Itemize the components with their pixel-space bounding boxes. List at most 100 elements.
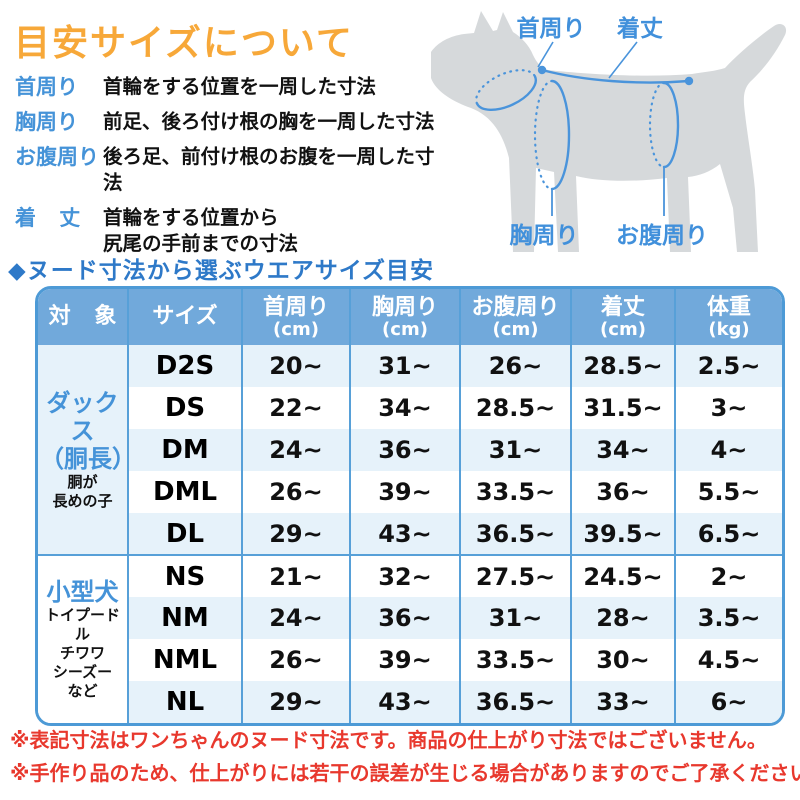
header-cell-chest: 胸周り (cm)	[349, 289, 460, 345]
definition-row: 胸周り 前足、後ろ付け根の胸を一周した寸法	[15, 109, 435, 135]
chest-ellipse	[533, 79, 571, 191]
belly-cell: 28.5~	[459, 387, 571, 429]
length-cell: 28.5~	[570, 345, 675, 387]
measurement-definitions: 首周り 首輪をする位置を一周した寸法 胸周り 前足、後ろ付け根の胸を一周した寸法…	[15, 74, 435, 266]
belly-ellipse	[648, 81, 680, 169]
weight-cell: 5.5~	[674, 471, 782, 513]
footer-notes: ※表記寸法はワンちゃんのヌード寸法です。商品の仕上がり寸法ではございません。 ※…	[10, 727, 800, 793]
section-title: ◆ヌード寸法から選ぶウエアサイズ目安	[8, 258, 434, 284]
definition-desc-length: 首輪をする位置から 尻尾の手前までの寸法	[103, 206, 299, 255]
table-row: DM 24~ 36~ 31~ 34~ 4~	[38, 429, 782, 471]
neck-cell: 24~	[241, 597, 350, 639]
definition-term-neck: 首周り	[15, 75, 78, 99]
chest-cell: 39~	[349, 471, 460, 513]
length-cell: 34~	[570, 429, 675, 471]
weight-cell: 6~	[674, 681, 782, 723]
neck-cell: 29~	[241, 513, 350, 555]
header-cell-size: サイズ	[127, 289, 242, 345]
belly-cell: 31~	[459, 597, 571, 639]
definition-desc-chest: 前足、後ろ付け根の胸を一周した寸法	[103, 110, 435, 133]
neck-cell: 26~	[241, 471, 350, 513]
chest-cell: 43~	[349, 513, 460, 555]
neck-cell: 21~	[241, 554, 350, 597]
table-row: DML 26~ 39~ 33.5~ 36~ 5.5~	[38, 471, 782, 513]
size-table-container: 対 象 サイズ 首周り (cm) 胸周り (cm) お腹周り (cm) 着丈 (cm) …	[35, 286, 785, 726]
header-cell-weight: 体重 (kg)	[674, 289, 782, 345]
definition-row: 着 丈 首輪をする位置から 尻尾の手前までの寸法	[15, 205, 435, 257]
table-row: DS 22~ 34~ 28.5~ 31.5~ 3~	[38, 387, 782, 429]
length-cell: 36~	[570, 471, 675, 513]
belly-cell: 27.5~	[459, 554, 571, 597]
size-cell: NML	[127, 639, 242, 681]
weight-cell: 3.5~	[674, 597, 782, 639]
definition-row: 首周り 首輪をする位置を一周した寸法	[15, 74, 435, 100]
header-cell-neck: 首周り (cm)	[241, 289, 350, 345]
header-cell-target: 対 象	[38, 289, 128, 345]
size-cell: D2S	[127, 345, 242, 387]
neck-cell: 29~	[241, 681, 350, 723]
note-line: ※表記寸法はワンちゃんのヌード寸法です。商品の仕上がり寸法ではございません。	[10, 728, 767, 752]
size-cell: DL	[127, 513, 242, 555]
length-pointer-line	[608, 41, 638, 79]
size-cell: DML	[127, 471, 242, 513]
table-row: NML 26~ 39~ 33.5~ 30~ 4.5~	[38, 639, 782, 681]
chest-cell: 43~	[349, 681, 460, 723]
diagram-label-length: 着丈	[617, 15, 663, 42]
size-table: 対 象 サイズ 首周り (cm) 胸周り (cm) お腹周り (cm) 着丈 (cm) …	[38, 289, 782, 723]
group-cell-small-dog: 小型犬 トイプードル チワワ シーズー など	[38, 554, 128, 723]
definition-term-chest: 胸周り	[15, 110, 78, 134]
chest-cell: 34~	[349, 387, 460, 429]
page-title: 目安サイズについて	[14, 23, 354, 64]
dog-silhouette-image	[431, 11, 787, 252]
weight-cell: 2~	[674, 554, 782, 597]
neck-cell: 22~	[241, 387, 350, 429]
neck-cell: 20~	[241, 345, 350, 387]
definition-term-length: 着 丈	[15, 206, 81, 230]
table-row: 小型犬 トイプードル チワワ シーズー など NS 21~ 32~ 27.5~ …	[38, 554, 782, 723]
belly-cell: 33.5~	[459, 471, 571, 513]
length-cell: 30~	[570, 639, 675, 681]
table-row: ダックス （胴長） 胴が 長めの子 D2S 20~ 31~ 26~ 28.5~ …	[38, 345, 782, 555]
chest-cell: 31~	[349, 345, 460, 387]
definition-desc-neck: 首輪をする位置を一周した寸法	[103, 75, 377, 98]
length-cell: 39.5~	[570, 513, 675, 555]
diagram-label-chest: 胸周り	[510, 222, 579, 249]
diagram-label-belly: お腹周り	[616, 222, 708, 249]
chest-cell: 32~	[349, 554, 460, 597]
neck-pointer-line	[537, 41, 554, 68]
group-cell-dachshund: ダックス （胴長） 胴が 長めの子	[38, 345, 136, 555]
table-header-row: 対 象 サイズ 首周り (cm) 胸周り (cm) お腹周り (cm) 着丈 (cm) …	[38, 289, 782, 345]
length-cell: 33~	[570, 681, 675, 723]
belly-cell: 36.5~	[459, 513, 571, 555]
weight-cell: 6.5~	[674, 513, 782, 555]
weight-cell: 3~	[674, 387, 782, 429]
weight-cell: 2.5~	[674, 345, 782, 387]
length-line	[537, 65, 694, 86]
size-cell: DS	[127, 387, 242, 429]
table-row: NL 29~ 43~ 36.5~ 33~ 6~	[38, 681, 782, 723]
chest-cell: 39~	[349, 639, 460, 681]
size-cell: NL	[127, 681, 242, 723]
definition-term-belly: お腹周り	[15, 145, 99, 169]
weight-cell: 4~	[674, 429, 782, 471]
size-cell: NM	[127, 597, 242, 639]
note-line: ※手作り品のため、仕上がりには若干の誤差が生じる場合がありますのでご了承ください…	[10, 761, 800, 785]
size-cell: NS	[127, 554, 242, 597]
neck-ellipse	[475, 69, 537, 112]
chest-cell: 36~	[349, 597, 460, 639]
definition-row: お腹周り 後ろ足、前付け根のお腹を一周した寸法	[15, 144, 435, 196]
dog-measurement-diagram: 首周り 着丈 胸周り お腹周り	[431, 11, 787, 252]
neck-cell: 24~	[241, 429, 350, 471]
length-cell: 31.5~	[570, 387, 675, 429]
belly-cell: 36.5~	[459, 681, 571, 723]
belly-cell: 26~	[459, 345, 571, 387]
chest-cell: 36~	[349, 429, 460, 471]
header-cell-belly: お腹周り (cm)	[459, 289, 571, 345]
diagram-label-neck: 首周り	[517, 15, 586, 42]
table-row: DL 29~ 43~ 36.5~ 39.5~ 6.5~	[38, 513, 782, 555]
length-cell: 28~	[570, 597, 675, 639]
header-cell-length: 着丈 (cm)	[570, 289, 675, 345]
length-cell: 24.5~	[570, 554, 675, 597]
weight-cell: 4.5~	[674, 639, 782, 681]
definition-desc-belly: 後ろ足、前付け根のお腹を一周した寸法	[103, 145, 435, 194]
